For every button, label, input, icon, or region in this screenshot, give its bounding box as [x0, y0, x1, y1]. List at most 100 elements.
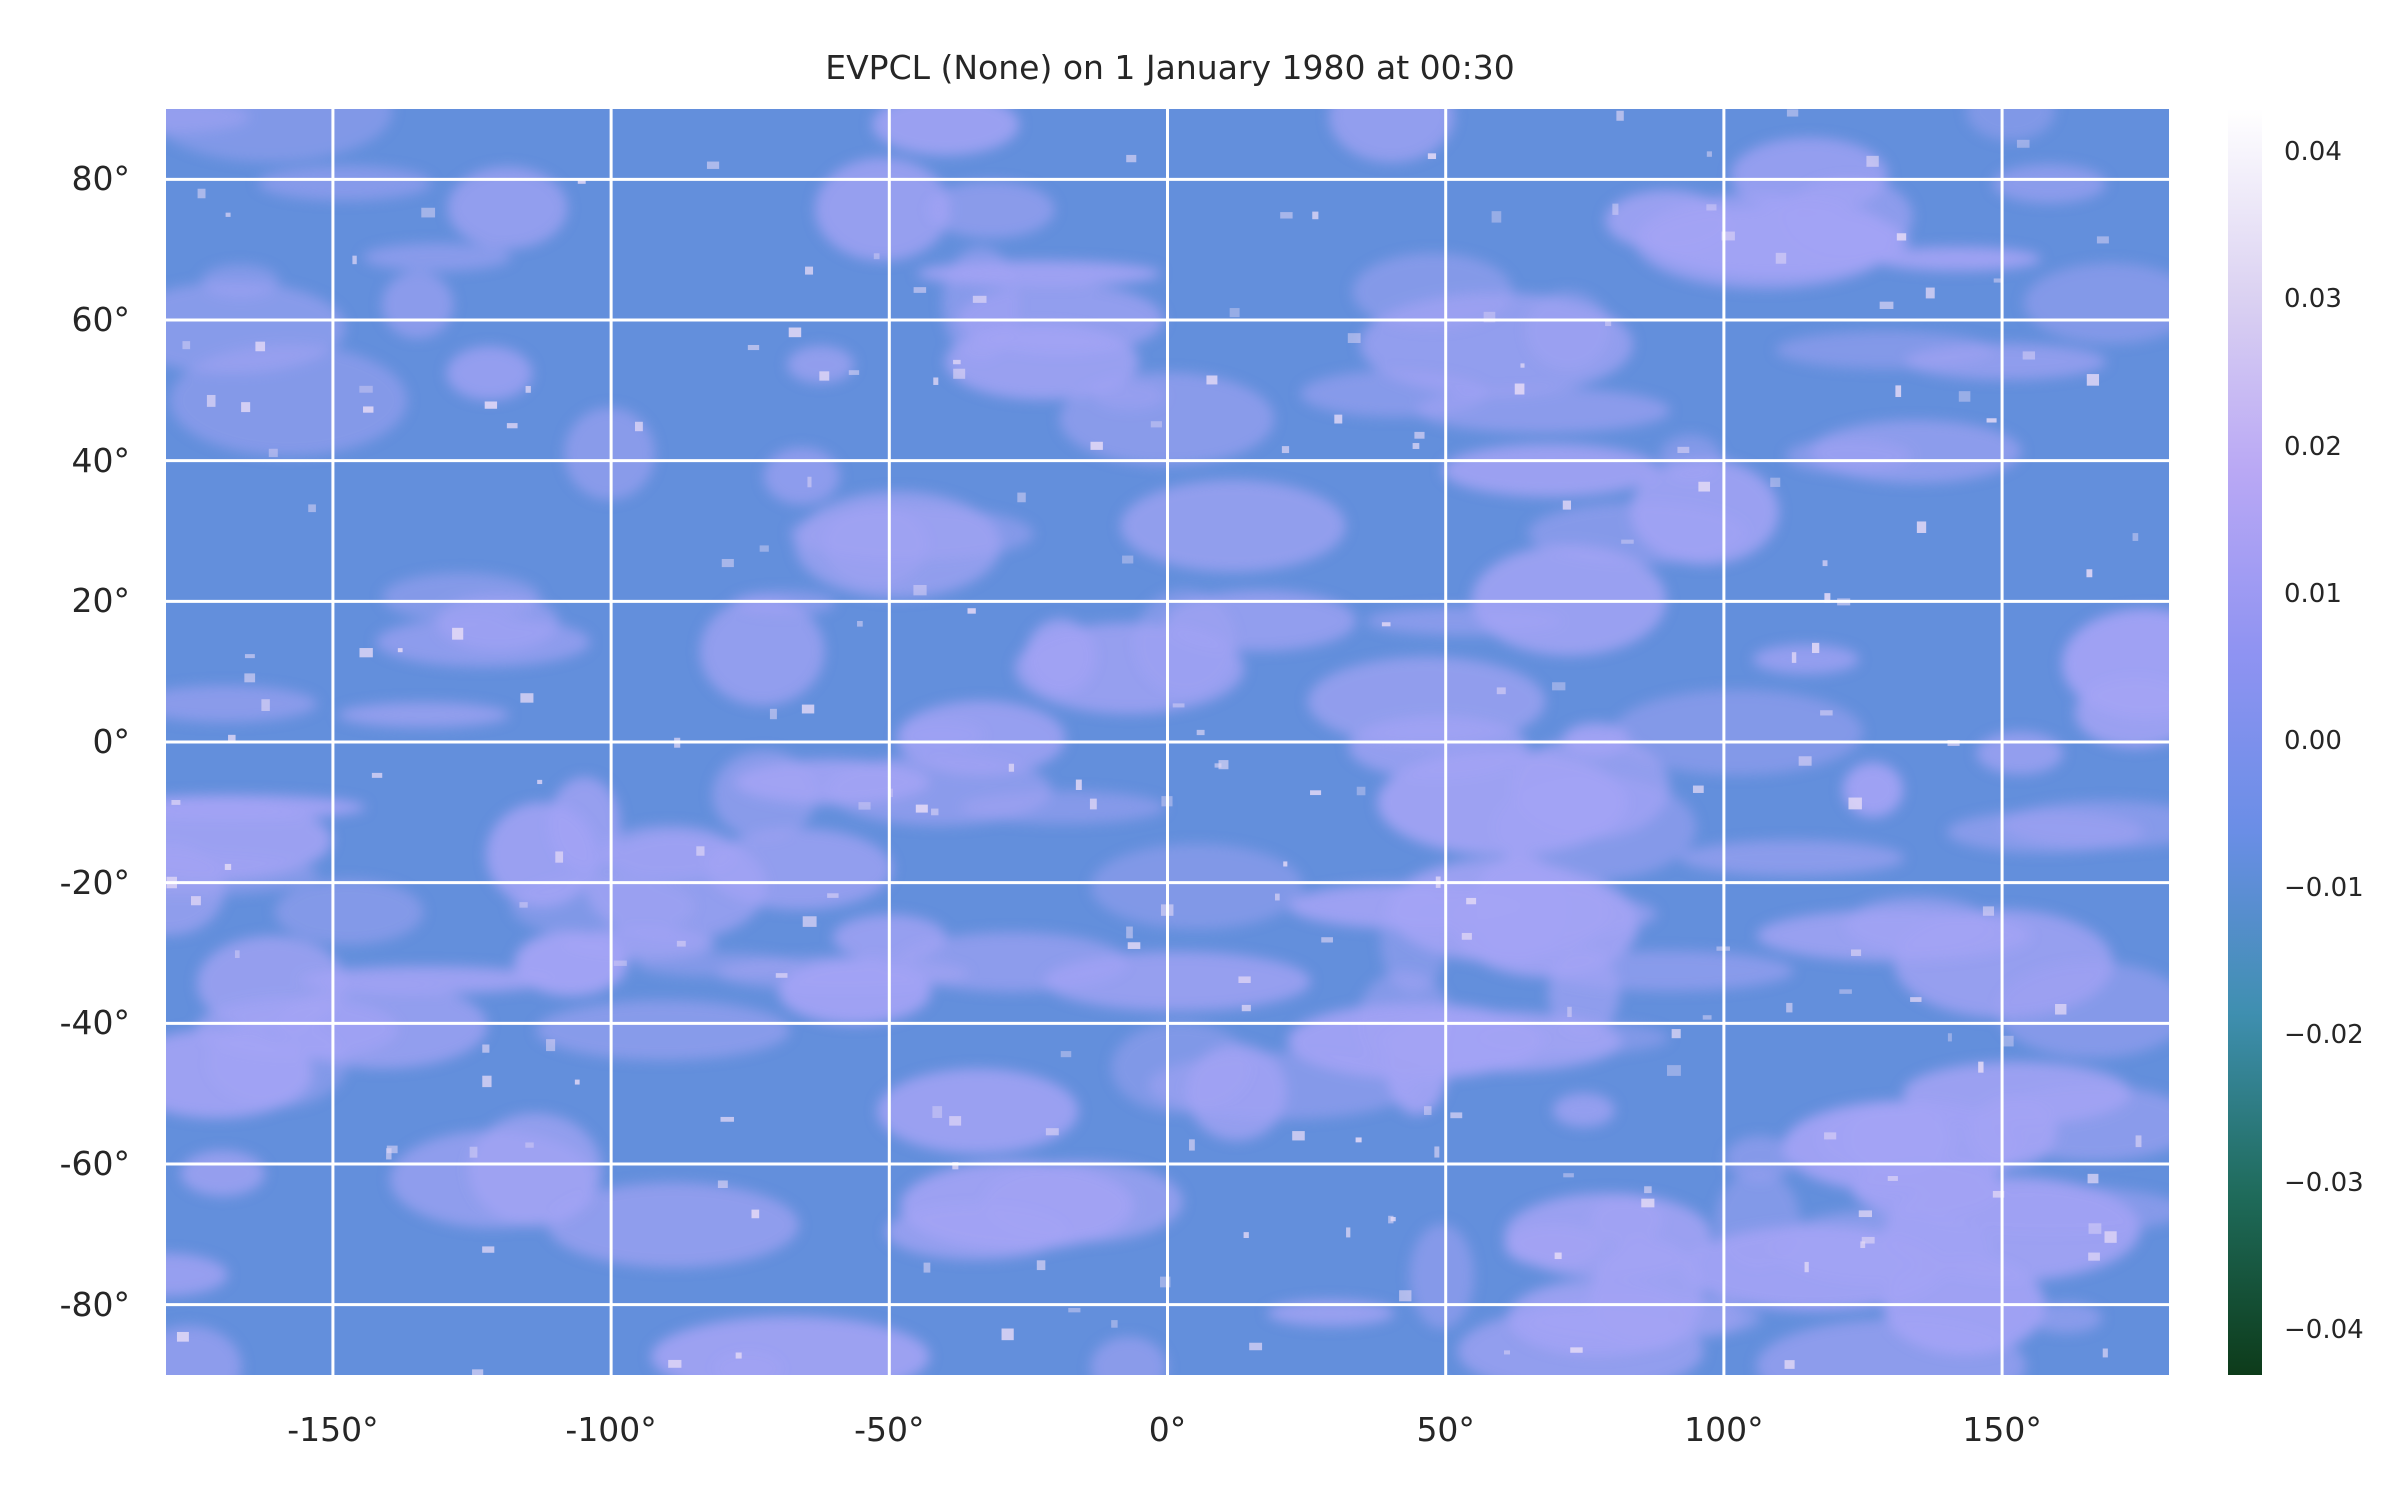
bright-speck: [1036, 1260, 1046, 1271]
bright-speck: [1677, 446, 1690, 454]
bright-speck: [1090, 441, 1103, 450]
bright-speck: [537, 779, 543, 785]
bright-speck: [2132, 533, 2139, 541]
cloud-patch: [166, 799, 333, 881]
bright-speck: [1503, 1350, 1511, 1355]
bright-speck: [519, 902, 528, 908]
heatmap-field: [166, 109, 2169, 1375]
bright-speck: [386, 1145, 398, 1154]
bright-speck: [1218, 760, 1229, 770]
y-tick-label: 40°: [71, 440, 131, 480]
bright-speck: [1887, 1176, 1898, 1181]
bright-speck: [1461, 932, 1472, 940]
bright-speck: [1570, 1347, 1583, 1353]
bright-speck: [1241, 1004, 1251, 1012]
bright-speck: [1993, 278, 2001, 283]
bright-speck: [819, 371, 830, 381]
cloud-patch: [1186, 1043, 1288, 1141]
bright-speck: [1127, 942, 1141, 949]
cloud-patch: [1166, 590, 1357, 652]
bright-speck: [1001, 1328, 1014, 1341]
cloud-patch: [166, 281, 346, 374]
cloud-patch: [166, 685, 318, 723]
bright-speck: [1895, 385, 1902, 398]
grid-lines: [166, 109, 2169, 1375]
bright-speck: [788, 327, 802, 338]
cloud-patch: [1590, 1239, 1704, 1350]
cloud-patch: [1378, 1011, 1622, 1072]
cloud-patch: [468, 1112, 603, 1227]
bright-speck: [1925, 287, 1935, 299]
bright-speck: [469, 1146, 478, 1158]
bright-speck: [848, 370, 860, 375]
bright-speck: [2087, 1173, 2099, 1184]
bright-speck: [1978, 1061, 1984, 1073]
y-tick-label: -80°: [59, 1284, 130, 1324]
cloud-patch: [1120, 479, 1346, 572]
bright-speck: [1172, 703, 1185, 708]
bright-speck: [1982, 906, 1995, 916]
cloud-patch: [1359, 292, 1634, 397]
bright-speck: [949, 1116, 962, 1126]
chart-title: EVPCL (None) on 1 January 1980 at 00:30: [825, 48, 1515, 87]
colorbar-tick-label: −0.03: [2284, 1167, 2364, 1198]
bright-speck: [1321, 937, 1333, 943]
bright-speck: [1122, 555, 1134, 564]
bright-speck: [520, 693, 534, 703]
cloud-patch: [1785, 438, 1913, 474]
bright-speck: [1280, 212, 1293, 219]
bright-speck: [1786, 1002, 1793, 1013]
cloud-patch: [823, 504, 928, 587]
cloud-patch: [1612, 689, 1864, 776]
bright-speck: [1017, 492, 1026, 503]
bright-speck: [747, 344, 760, 351]
bright-speck: [2055, 1004, 2067, 1015]
bright-speck: [1879, 301, 1894, 309]
bright-speck: [2135, 1135, 2142, 1148]
bright-speck: [972, 295, 987, 303]
bright-speck: [268, 448, 278, 458]
bright-speck: [359, 648, 373, 658]
bright-speck: [1060, 1051, 1072, 1058]
colorbar-tick-label: −0.04: [2284, 1314, 2364, 1345]
bright-speck: [308, 504, 316, 513]
bright-speck: [915, 804, 928, 813]
cloud-patch: [897, 719, 985, 750]
bright-speck: [1706, 151, 1712, 157]
x-tick-label: 50°: [1416, 1410, 1475, 1449]
bright-speck: [952, 1162, 959, 1170]
bright-speck: [1450, 1112, 1463, 1119]
bright-speck: [1238, 976, 1251, 984]
y-tick-label: 60°: [71, 300, 131, 339]
cloud-patch: [635, 952, 799, 977]
bright-speck: [888, 788, 893, 798]
cloud-patch: [381, 271, 454, 339]
cloud-patch: [1543, 950, 1794, 991]
cloud-patch: [2023, 262, 2169, 344]
bright-speck: [1784, 1360, 1795, 1369]
bright-speck: [1860, 1241, 1866, 1249]
bright-speck: [1229, 308, 1240, 318]
bright-speck: [197, 188, 206, 199]
bright-speck: [506, 423, 518, 429]
bright-speck: [759, 545, 769, 552]
bright-speck: [1706, 204, 1717, 211]
x-tick-label: -100°: [565, 1410, 657, 1449]
bright-speck: [182, 341, 191, 350]
colorbar-tick-label: 0.02: [2284, 431, 2342, 462]
cloud-patch: [763, 447, 840, 505]
cloud-patch: [1730, 137, 1889, 213]
cloud-patch: [872, 109, 1020, 156]
bright-speck: [1243, 1232, 1249, 1239]
bright-speck: [371, 772, 383, 778]
bright-speck: [1824, 593, 1831, 603]
bright-speck: [1916, 521, 1927, 533]
cloud-patch: [1328, 109, 1455, 163]
bright-speck: [933, 377, 939, 385]
bright-speck: [171, 800, 181, 805]
cloud-patch: [713, 1351, 783, 1375]
cloud-patch: [362, 243, 512, 272]
bright-speck: [190, 896, 201, 906]
bright-speck: [1692, 785, 1704, 793]
